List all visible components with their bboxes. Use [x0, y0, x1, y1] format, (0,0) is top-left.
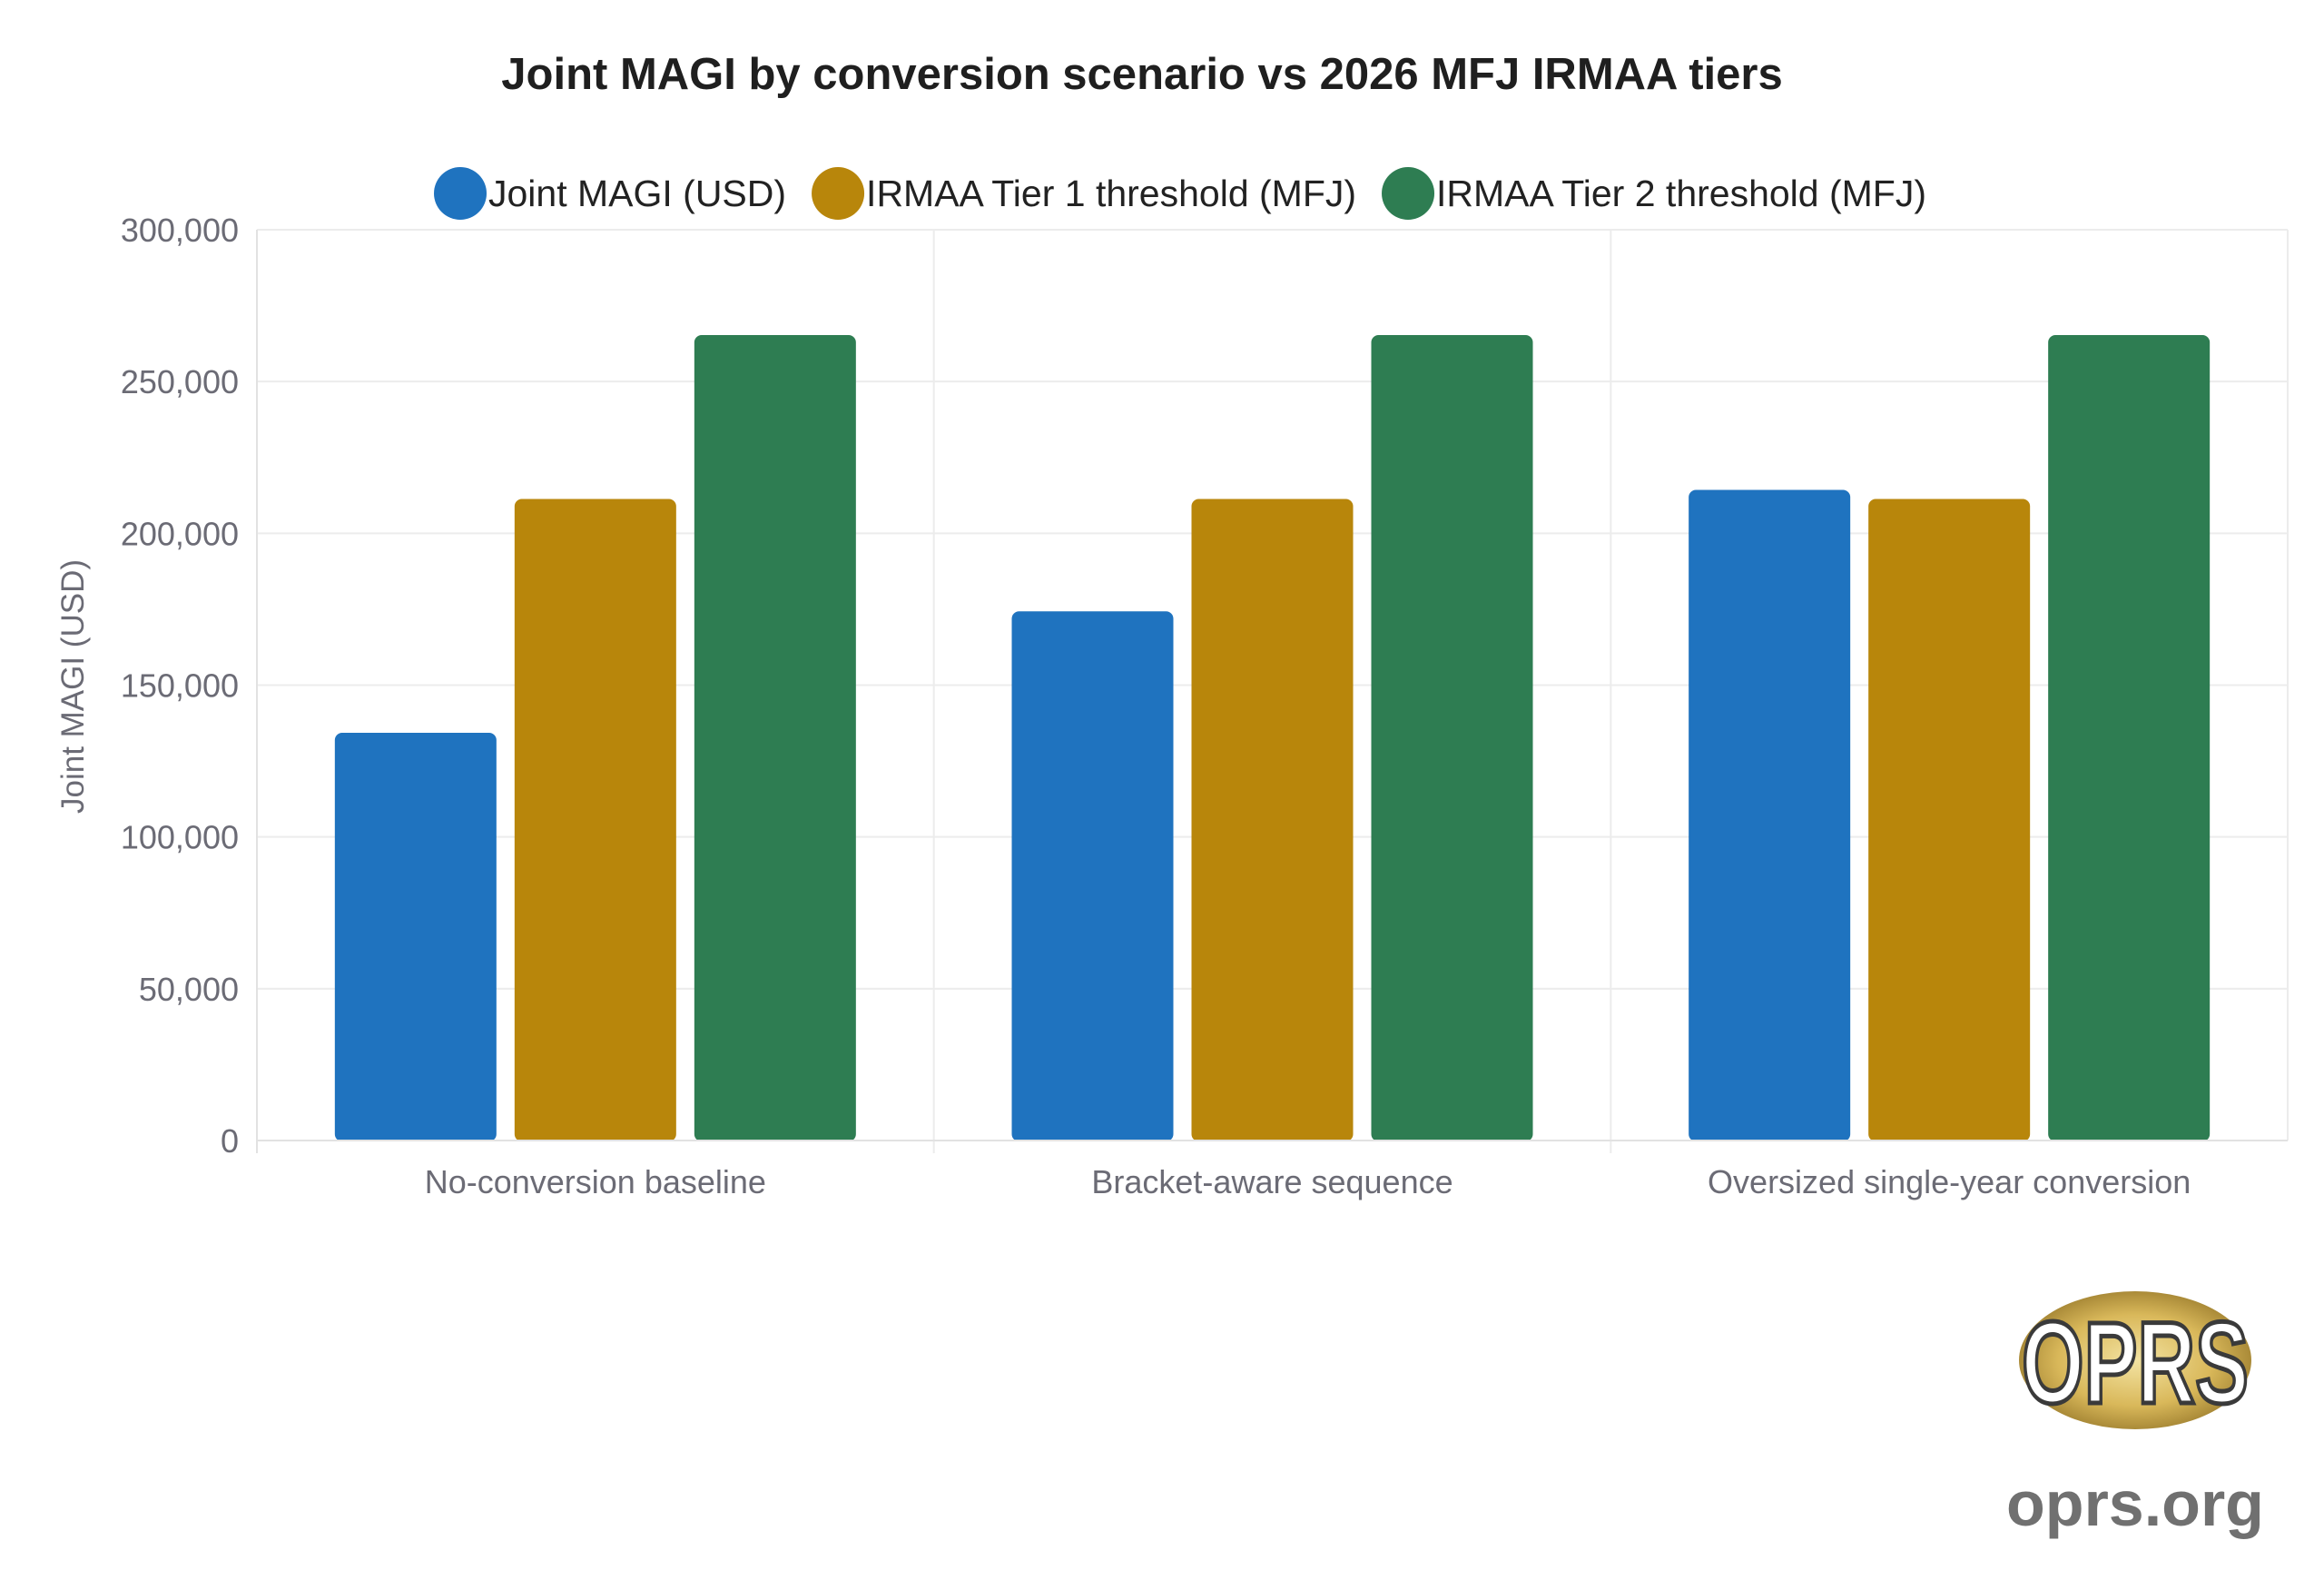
legend-label: IRMAA Tier 1 threshold (MFJ) [866, 173, 1356, 214]
x-tick-label: Oversized single-year conversion [1708, 1163, 2191, 1200]
bar [694, 335, 856, 1141]
y-tick-label: 100,000 [121, 819, 239, 856]
legend-marker [812, 167, 865, 220]
y-axis-label: Joint MAGI (USD) [55, 559, 91, 814]
x-tick-label: No-conversion baseline [425, 1163, 766, 1200]
oprs-site-text: oprs.org [2006, 1468, 2264, 1539]
legend-item[interactable]: IRMAA Tier 2 threshold (MFJ) [1382, 167, 1926, 220]
legend: Joint MAGI (USD) IRMAA Tier 1 threshold (… [434, 167, 1926, 220]
y-tick-label: 0 [221, 1122, 239, 1160]
bar [514, 499, 676, 1141]
bar [334, 732, 497, 1141]
bar [1689, 489, 1851, 1141]
legend-label: IRMAA Tier 2 threshold (MFJ) [1436, 173, 1926, 214]
x-tick-label: Bracket-aware sequence [1091, 1163, 1452, 1200]
bar [2048, 335, 2211, 1141]
legend-item[interactable]: IRMAA Tier 1 threshold (MFJ) [812, 167, 1356, 220]
y-tick-label: 250,000 [121, 363, 239, 400]
axes: 0 50,000 100,000 150,000 200,000 250,000 300,0… [121, 212, 2288, 1200]
bars [334, 335, 2211, 1141]
bar [1011, 611, 1174, 1141]
oprs-logo-badge [2019, 1291, 2251, 1429]
y-tick-label: 300,000 [121, 212, 239, 249]
y-tick-label: 50,000 [139, 971, 239, 1008]
y-tick-label: 200,000 [121, 515, 239, 552]
bar [1191, 499, 1354, 1141]
legend-marker [434, 167, 487, 220]
y-tick-label: 150,000 [121, 667, 239, 705]
legend-item[interactable]: Joint MAGI (USD) [434, 167, 786, 220]
chart-title: Joint MAGI by conversion scenario vs 202… [501, 50, 1782, 99]
legend-label: Joint MAGI (USD) [488, 173, 786, 214]
bar [1371, 335, 1533, 1141]
legend-marker [1382, 167, 1435, 220]
oprs-logo-text: OPRS [2022, 1299, 2249, 1428]
watermark: OPRS oprs.org [2006, 1291, 2264, 1539]
bar [1868, 499, 2031, 1141]
